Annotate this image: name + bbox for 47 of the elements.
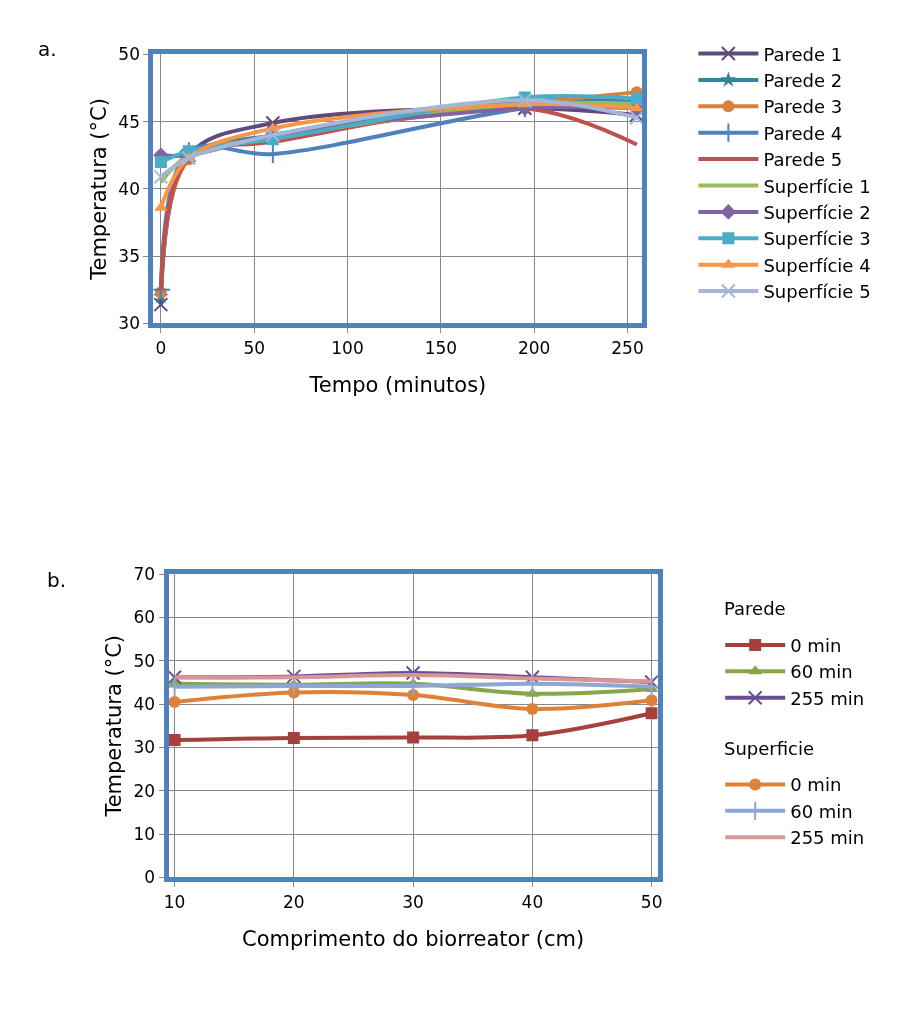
legend-label: Parede 3 xyxy=(763,96,843,118)
text: Parede xyxy=(724,598,786,619)
x-tick-label: 10 xyxy=(163,891,186,912)
legend-label: Parede 1 xyxy=(763,43,843,65)
legend-label: 255 min xyxy=(790,687,865,709)
legend-label: 0 min xyxy=(790,774,842,796)
y-tick-label: 40 xyxy=(133,694,156,715)
y-tick-label: 30 xyxy=(133,737,156,758)
y-tick-label: 30 xyxy=(118,313,140,334)
x-tick-label: 250 xyxy=(611,337,644,358)
x-tick-label: 50 xyxy=(243,337,266,358)
y-tick-label: 10 xyxy=(133,824,156,845)
y-axis-title: Temperatura (°C) xyxy=(86,98,111,281)
legend-label: 255 min xyxy=(790,827,865,849)
legend-label: Superfície 3 xyxy=(763,228,871,250)
y-tick-label: 50 xyxy=(118,44,140,65)
y-tick-label: 0 xyxy=(144,867,156,888)
legend-label: Parede 2 xyxy=(763,69,843,91)
legend-label: Parede 5 xyxy=(763,149,843,171)
x-axis-title: Comprimento do biorreator (cm) xyxy=(242,927,585,952)
x-tick-label: 20 xyxy=(283,891,305,912)
y-tick-label: 40 xyxy=(118,178,140,199)
legend-label: 60 min xyxy=(790,661,853,683)
legend-label: Superfície 2 xyxy=(763,201,871,223)
legend-label: Superfície 1 xyxy=(763,175,871,197)
x-tick-label: 150 xyxy=(424,337,458,358)
x-tick-label: 200 xyxy=(517,337,551,358)
y-tick-label: 20 xyxy=(133,780,156,801)
legend-label: 60 min xyxy=(790,800,853,822)
legend-label: Superfície 4 xyxy=(763,254,871,276)
y-tick-label: 45 xyxy=(118,111,140,132)
y-tick-label: 50 xyxy=(133,650,156,671)
y-tick-label: 35 xyxy=(118,246,140,267)
x-axis-title: Tempo (minutos) xyxy=(308,373,487,398)
text: Superficie xyxy=(724,738,815,759)
legend-label: Superfície 5 xyxy=(763,281,871,303)
chart-title: a. xyxy=(38,37,57,61)
x-tick-label: 100 xyxy=(331,337,364,358)
y-tick-label: 70 xyxy=(133,564,156,585)
y-axis-title: Temperatura (°C) xyxy=(101,634,126,818)
legend-label: 0 min xyxy=(790,634,842,656)
legend-label: Parede 4 xyxy=(763,122,843,144)
x-tick-label: 30 xyxy=(402,891,424,912)
y-tick-label: 60 xyxy=(133,607,156,628)
chart-title: b. xyxy=(47,568,67,592)
x-tick-label: 50 xyxy=(640,891,663,912)
x-tick-label: 40 xyxy=(521,891,544,912)
